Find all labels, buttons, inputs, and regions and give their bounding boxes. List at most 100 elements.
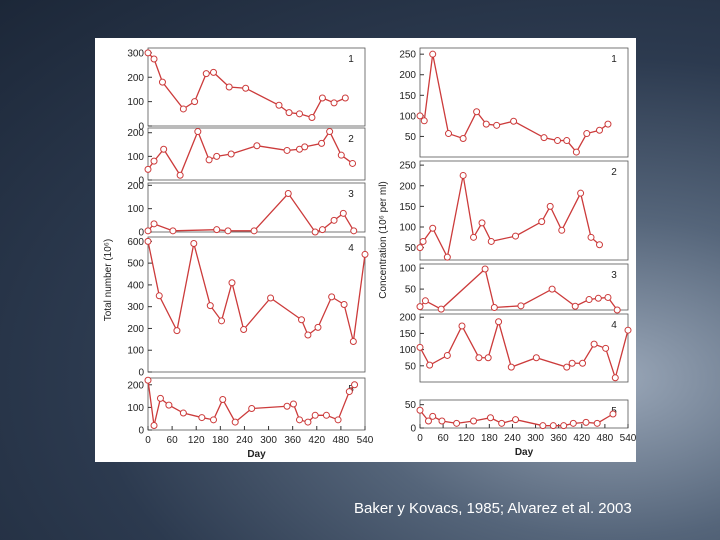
y-tick-label: 100 [127,204,144,215]
y-tick-label: 100 [399,223,416,234]
data-point [328,293,336,301]
data-point [205,156,213,164]
data-point [231,418,239,426]
data-point [361,250,369,258]
y-tick-label: 250 [399,50,416,61]
data-point [563,137,571,145]
data-point [611,374,619,382]
data-point [150,157,158,165]
panel-frame [147,377,366,431]
data-point [225,83,233,91]
data-point [253,142,261,150]
data-point [426,361,434,369]
data-point [318,139,326,147]
data-point [421,297,429,305]
data-point [213,152,221,160]
data-point [301,143,309,151]
panel-label: 4 [611,320,617,331]
data-point [595,126,603,134]
y-tick-label: 200 [127,324,144,335]
data-point [179,409,187,417]
x-tick-label: 0 [145,435,151,446]
data-point [304,418,312,426]
x-axis-label: Day [247,449,266,460]
data-point [219,395,227,403]
data-point [624,326,632,334]
data-point [568,359,576,367]
data-point [179,105,187,113]
data-point [150,421,158,429]
y-tick-label: 50 [405,243,417,254]
y-tick-label: 200 [399,313,416,324]
y-tick-label: 200 [399,181,416,192]
data-point [482,120,490,128]
data-point [289,400,297,408]
data-point [609,410,617,418]
y-tick-label: 300 [127,48,144,59]
data-point [613,306,621,314]
data-point [311,411,319,419]
data-point [224,227,232,235]
data-point [213,226,221,234]
data-point [337,151,345,159]
data-point [582,418,590,426]
data-point [176,171,184,179]
data-point [160,145,168,153]
data-point [416,406,424,414]
data-point [470,417,478,425]
y-tick-label: 500 [127,259,144,270]
data-point [484,354,492,362]
data-point [283,146,291,154]
x-tick-label: 60 [438,433,450,444]
y-tick-label: 100 [127,346,144,357]
data-point [330,99,338,107]
data-point [228,279,236,287]
data-point [493,121,501,129]
data-point [577,189,585,197]
data-point [548,285,556,293]
x-tick-label: 120 [188,435,205,446]
y-tick-label: 200 [127,380,144,391]
x-tick-label: 480 [597,433,614,444]
data-point [579,359,587,367]
data-point [571,302,579,310]
data-point [510,117,518,125]
data-point [602,344,610,352]
data-point [198,414,206,422]
y-tick-label: 400 [127,280,144,291]
data-line [419,409,614,427]
data-point [540,134,548,142]
data-point [150,220,158,228]
panel-frame [419,47,629,158]
data-point [604,120,612,128]
data-point [420,117,428,125]
panel-frame [419,399,629,429]
data-point [473,108,481,116]
data-line [419,54,609,154]
data-point [295,110,303,118]
data-point [350,227,358,235]
data-point [351,381,359,389]
x-tick-label: 180 [481,433,498,444]
y-tick-label: 150 [399,202,416,213]
data-point [190,240,198,248]
y-tick-label: 100 [127,403,144,414]
data-point [419,237,427,245]
data-point [583,130,591,138]
panel-label: 1 [348,54,354,65]
y-tick-label: 150 [399,329,416,340]
x-tick-label: 180 [212,435,229,446]
data-point [250,227,258,235]
data-point [487,237,495,245]
data-line [419,319,629,381]
x-tick-label: 300 [260,435,277,446]
data-point [156,394,164,402]
y-tick-label: 100 [399,345,416,356]
data-point [590,340,598,348]
data-point [144,376,152,384]
data-point [144,227,152,235]
data-point [308,113,316,121]
data-point [453,419,461,427]
y-tick-label: 250 [399,161,416,172]
data-point [443,253,451,261]
